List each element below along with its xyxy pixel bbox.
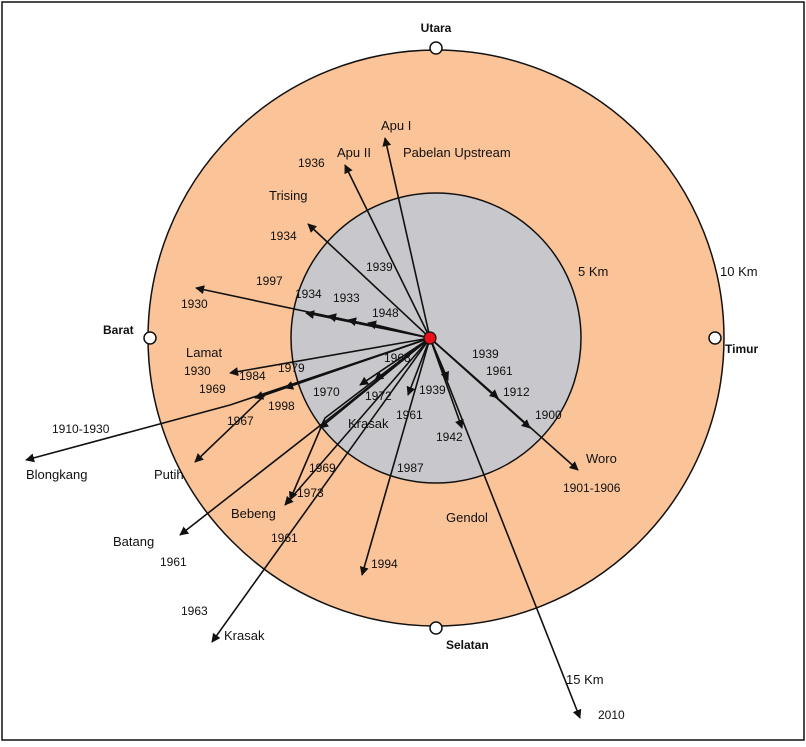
arrow-apu-2: [344, 164, 431, 339]
label-year-1900: 1900: [535, 408, 562, 422]
label-year-1948: 1948: [372, 306, 399, 320]
arrow-bebeng: [289, 337, 431, 501]
label-pabelan: Pabelan Upstream: [403, 145, 511, 160]
label-year-1961-south: 1961: [396, 408, 423, 422]
label-year-1969-west: 1969: [199, 382, 226, 396]
label-south: Selatan: [446, 638, 489, 652]
arrow-lamat: [229, 337, 431, 377]
label-north: Utara: [421, 21, 452, 35]
label-putih: Putih: [154, 467, 184, 482]
east-marker: [708, 331, 722, 345]
label-year-1963: 1963: [181, 604, 208, 618]
label-year-1967: 1967: [227, 414, 254, 428]
label-year-1930-lamat: 1930: [184, 364, 211, 378]
arrow-apu-1: [382, 137, 431, 339]
label-year-1912: 1912: [503, 385, 530, 399]
label-year-1970: 1970: [313, 385, 340, 399]
label-year-1969-sw: 1969: [309, 461, 336, 475]
label-year-1998: 1998: [268, 399, 295, 413]
label-year-1939-se: 1939: [472, 347, 499, 361]
label-year-1936: 1936: [298, 156, 325, 170]
label-woro: Woro: [586, 451, 617, 466]
arrow-1939-south: [406, 337, 431, 396]
label-lamat: Lamat: [186, 345, 223, 360]
label-year-1961-bebeng: 1961: [271, 531, 298, 545]
label-radius-15km: 15 Km: [566, 672, 604, 687]
west-marker: [143, 331, 157, 345]
arrow-krasak-outer: [211, 337, 431, 643]
label-east: Timur: [725, 342, 758, 356]
arrow-1994: [359, 337, 431, 576]
label-year-1973: 1973: [297, 486, 324, 500]
label-apu-2: Apu II: [337, 145, 371, 160]
label-year-1984: 1984: [239, 369, 266, 383]
arrow-woro: [429, 337, 579, 471]
label-year-1997: 1997: [256, 274, 283, 288]
north-marker: [429, 41, 443, 55]
label-year-1961-batang: 1961: [160, 555, 187, 569]
arrow-1948-west-b: [367, 320, 431, 339]
label-year-1934-nw: 1934: [270, 229, 297, 243]
arrow-putih: [194, 337, 431, 463]
label-year-1961-se: 1961: [486, 364, 513, 378]
label-apu-1: Apu I: [381, 118, 411, 133]
label-year-1994: 1994: [371, 557, 398, 571]
south-marker: [429, 621, 443, 635]
label-year-1987: 1987: [397, 461, 424, 475]
label-year-1972: 1972: [365, 389, 392, 403]
arrow-gendol-2010: [429, 337, 582, 719]
label-year-1930-west: 1930: [181, 297, 208, 311]
arrow-trising: [307, 223, 431, 339]
label-krasak-inner: Krasak: [348, 416, 389, 431]
label-year-1939-south: 1939: [419, 383, 446, 397]
arrow-krasak-inner: [319, 337, 431, 429]
arrow-short-south: [429, 337, 449, 381]
arrow-1968-sw: [359, 337, 431, 386]
label-year-1942: 1942: [436, 430, 463, 444]
label-radius-5km: 5 Km: [578, 264, 608, 279]
label-year-1968: 1968: [384, 351, 411, 365]
summit-marker: [423, 331, 437, 345]
label-krasak-outer: Krasak: [224, 628, 265, 643]
label-west: Barat: [103, 323, 134, 337]
label-gendol: Gendol: [446, 510, 488, 525]
label-radius-10km: 10 Km: [720, 264, 758, 279]
label-year-1934-west: 1934: [295, 287, 322, 301]
label-batang: Batang: [113, 534, 154, 549]
label-year-1910-1930: 1910-1930: [52, 422, 110, 436]
label-year-1933: 1933: [333, 291, 360, 305]
label-year-2010: 2010: [598, 708, 625, 722]
label-bebeng: Bebeng: [231, 506, 276, 521]
flow-arrows: [25, 137, 582, 719]
label-year-1979: 1979: [278, 361, 305, 375]
label-year-1939-nw: 1939: [366, 260, 393, 274]
label-blongkang: Blongkang: [26, 467, 87, 482]
arrow-1961-sw: [284, 337, 431, 506]
label-year-1901-1906: 1901-1906: [563, 481, 621, 495]
label-trising: Trising: [269, 188, 308, 203]
